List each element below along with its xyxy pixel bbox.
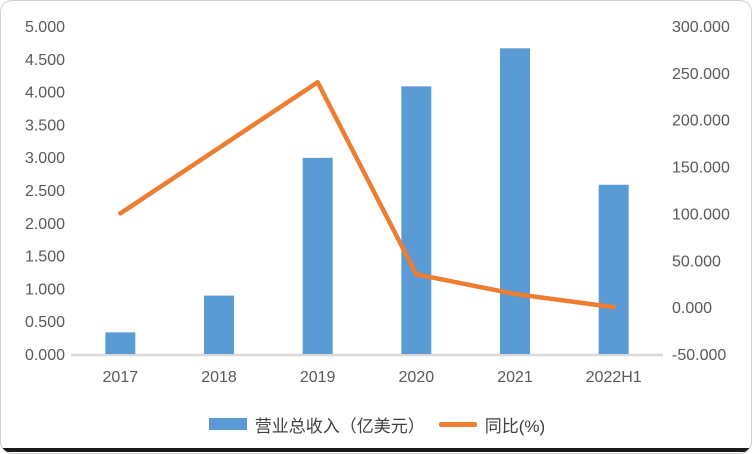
right-axis-tick-label: -50.000 [672, 347, 726, 364]
left-axis-tick-label: 3.500 [25, 117, 65, 134]
left-axis-tick-label: 4.000 [25, 85, 65, 102]
combo-chart: 5.000 4.500 4.000 3.500 3.000 2.500 2.000 1.500… [25, 19, 730, 386]
revenue-bar-2021 [500, 48, 530, 354]
legend-bar-label: 营业总收入（亿美元） [254, 416, 425, 436]
right-axis-tick-label: 200.000 [672, 113, 730, 130]
legend-bar-swatch [208, 418, 247, 430]
x-axis-category-label: 2022H1 [586, 369, 642, 386]
revenue-bar-2022H1 [598, 184, 629, 354]
right-axis-tick-label: 100.000 [672, 206, 730, 223]
revenue-bar-2017 [105, 332, 136, 354]
legend-line-swatch [438, 421, 477, 427]
revenue-bar-2020 [401, 86, 432, 355]
legend-item-revenue: 营业总收入（亿美元） [208, 412, 425, 437]
right-axis-tick-label: 250.000 [672, 66, 730, 83]
bottom-border-strip [1, 448, 751, 452]
right-axis-tick-label: 150.000 [672, 160, 730, 177]
legend-line-label: 同比(%) [484, 416, 546, 436]
revenue-bar-2018 [204, 295, 234, 354]
right-axis-tick-label: 300.000 [672, 19, 730, 36]
x-axis-category-label: 2018 [201, 369, 237, 386]
legend-item-yoy: 同比(%) [438, 412, 546, 437]
left-axis-tick-label: 4.500 [25, 52, 65, 69]
x-axis-category-label: 2019 [300, 369, 336, 386]
left-axis-tick-label: 5.000 [25, 19, 65, 36]
left-axis-tick-label: 0.500 [25, 314, 65, 331]
left-axis-tick-label: 0.000 [25, 347, 65, 364]
right-axis-tick-label: 0.000 [672, 300, 712, 317]
left-axis-tick-label: 2.000 [25, 216, 65, 233]
x-axis-category-label: 2021 [497, 369, 533, 386]
left-axis-tick-label: 1.500 [25, 249, 65, 266]
legend: 营业总收入（亿美元） 同比(%) [1, 409, 751, 439]
left-axis-tick-label: 2.500 [25, 183, 65, 200]
x-axis-category-label: 2017 [103, 369, 139, 386]
left-axis-tick-label: 3.000 [25, 150, 65, 167]
x-axis-category-label: 2020 [399, 369, 435, 386]
yoy-line [118, 79, 616, 310]
left-axis-tick-label: 1.000 [25, 281, 65, 298]
right-axis-tick-label: 50.000 [672, 253, 721, 270]
revenue-bar-2019 [302, 157, 333, 354]
